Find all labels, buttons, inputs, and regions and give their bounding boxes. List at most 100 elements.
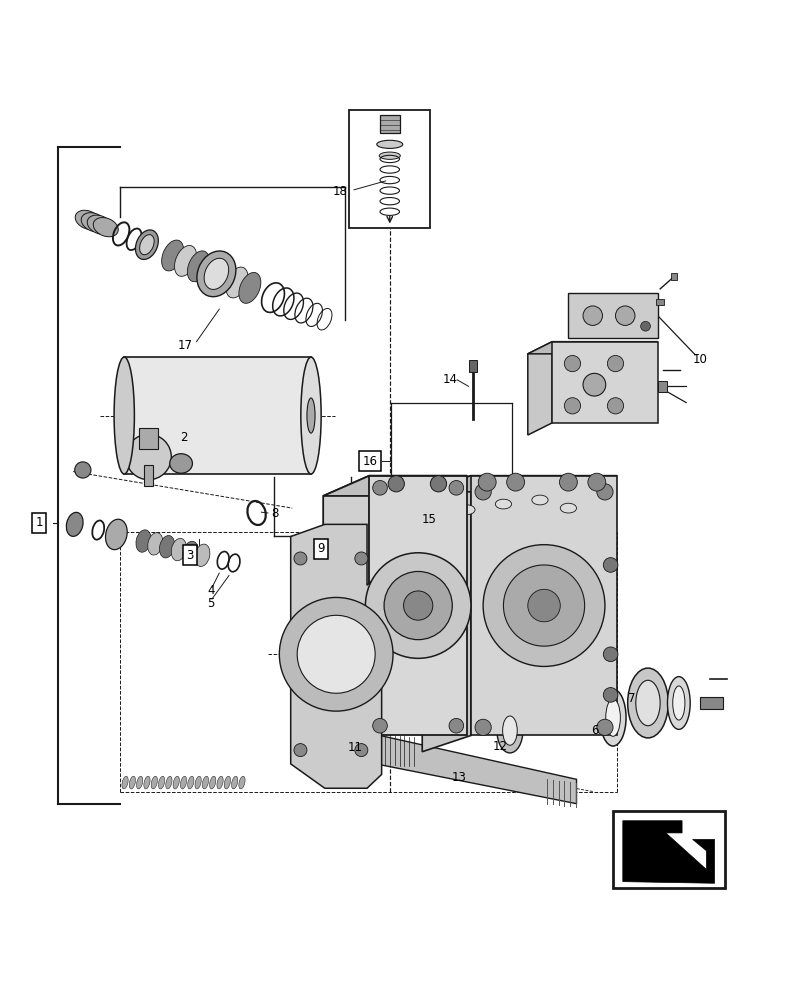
Ellipse shape <box>531 495 547 505</box>
Circle shape <box>372 718 387 733</box>
Ellipse shape <box>75 210 100 229</box>
Ellipse shape <box>458 505 474 515</box>
Circle shape <box>603 647 617 662</box>
Ellipse shape <box>135 530 151 552</box>
Ellipse shape <box>148 533 163 555</box>
Circle shape <box>615 306 634 325</box>
Ellipse shape <box>496 708 522 753</box>
Circle shape <box>448 718 463 733</box>
Text: 17: 17 <box>178 339 192 352</box>
Bar <box>670 273 676 280</box>
Ellipse shape <box>139 235 154 255</box>
Polygon shape <box>527 342 551 435</box>
Circle shape <box>384 571 452 640</box>
Ellipse shape <box>171 538 187 561</box>
Ellipse shape <box>495 499 511 509</box>
Polygon shape <box>622 821 714 883</box>
Circle shape <box>365 553 470 658</box>
Text: 12: 12 <box>492 740 507 753</box>
Circle shape <box>582 306 602 325</box>
Polygon shape <box>422 476 470 752</box>
Ellipse shape <box>144 776 150 789</box>
Ellipse shape <box>212 262 235 293</box>
Circle shape <box>564 398 580 414</box>
Bar <box>657 381 667 392</box>
Text: 11: 11 <box>348 741 363 754</box>
Circle shape <box>603 688 617 702</box>
Ellipse shape <box>196 251 236 297</box>
Circle shape <box>354 744 367 757</box>
Circle shape <box>75 462 91 478</box>
Ellipse shape <box>195 776 201 789</box>
Ellipse shape <box>105 519 127 550</box>
Polygon shape <box>323 476 369 756</box>
Text: 18: 18 <box>333 185 347 198</box>
Text: 16: 16 <box>363 455 377 468</box>
Text: 2: 2 <box>180 431 188 444</box>
Ellipse shape <box>151 776 157 789</box>
Ellipse shape <box>161 240 183 271</box>
Ellipse shape <box>174 245 196 276</box>
Bar <box>699 697 722 709</box>
Text: 10: 10 <box>692 353 706 366</box>
Circle shape <box>294 552 307 565</box>
Ellipse shape <box>224 776 230 789</box>
Circle shape <box>527 589 560 622</box>
Ellipse shape <box>209 776 216 789</box>
Ellipse shape <box>187 776 194 789</box>
Ellipse shape <box>87 215 112 234</box>
Circle shape <box>587 473 605 491</box>
Ellipse shape <box>158 776 165 789</box>
Polygon shape <box>527 342 657 354</box>
Circle shape <box>474 719 491 735</box>
Circle shape <box>474 484 491 500</box>
Ellipse shape <box>195 544 210 566</box>
Ellipse shape <box>560 503 576 513</box>
Ellipse shape <box>187 251 209 282</box>
Polygon shape <box>369 476 466 735</box>
Bar <box>144 465 153 486</box>
Ellipse shape <box>159 536 174 558</box>
Circle shape <box>640 321 650 331</box>
Ellipse shape <box>81 213 106 232</box>
Polygon shape <box>323 476 466 496</box>
Bar <box>124 357 311 474</box>
Ellipse shape <box>93 218 118 237</box>
Ellipse shape <box>122 776 128 789</box>
Text: 5: 5 <box>207 597 215 610</box>
Ellipse shape <box>238 776 245 789</box>
Ellipse shape <box>672 686 684 720</box>
Ellipse shape <box>599 689 625 746</box>
Circle shape <box>478 473 496 491</box>
Text: 6: 6 <box>590 724 599 737</box>
Circle shape <box>430 476 446 492</box>
Circle shape <box>403 591 432 620</box>
Text: 7: 7 <box>627 692 635 705</box>
Polygon shape <box>440 480 592 537</box>
Ellipse shape <box>376 140 402 148</box>
Bar <box>468 360 476 372</box>
Ellipse shape <box>361 606 385 703</box>
Circle shape <box>483 545 604 666</box>
Circle shape <box>506 473 524 491</box>
Ellipse shape <box>231 776 238 789</box>
Text: 4: 4 <box>207 584 215 597</box>
Ellipse shape <box>129 776 135 789</box>
Ellipse shape <box>67 512 83 536</box>
Ellipse shape <box>635 680 659 726</box>
Text: 13: 13 <box>452 771 466 784</box>
Circle shape <box>603 558 617 572</box>
Polygon shape <box>470 476 616 735</box>
Text: 1: 1 <box>35 516 43 529</box>
Ellipse shape <box>225 267 247 298</box>
Circle shape <box>388 476 404 492</box>
Circle shape <box>372 481 387 495</box>
Text: 8: 8 <box>270 507 278 520</box>
Polygon shape <box>380 735 576 804</box>
Ellipse shape <box>180 776 187 789</box>
Ellipse shape <box>502 716 517 745</box>
Ellipse shape <box>627 668 667 738</box>
Circle shape <box>607 355 623 372</box>
Ellipse shape <box>114 357 135 474</box>
Ellipse shape <box>300 357 320 474</box>
